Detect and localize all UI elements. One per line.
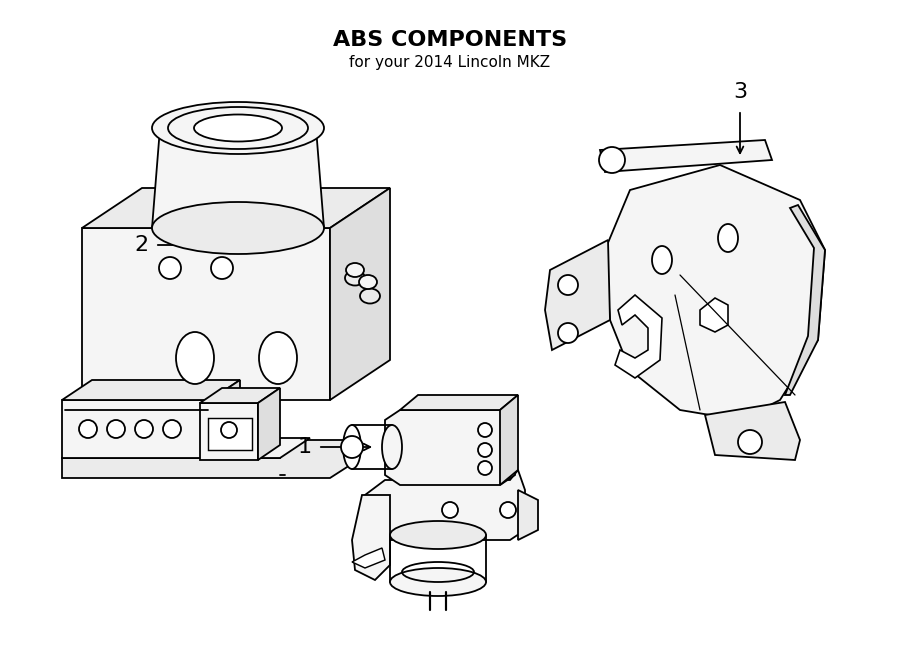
Polygon shape bbox=[200, 388, 280, 403]
Polygon shape bbox=[62, 438, 310, 458]
Ellipse shape bbox=[345, 270, 365, 286]
Polygon shape bbox=[62, 440, 358, 478]
Polygon shape bbox=[258, 388, 280, 460]
Circle shape bbox=[221, 422, 237, 438]
Circle shape bbox=[211, 257, 233, 279]
Polygon shape bbox=[82, 228, 330, 400]
Circle shape bbox=[599, 147, 625, 173]
Polygon shape bbox=[605, 165, 825, 420]
Circle shape bbox=[738, 430, 762, 454]
Text: for your 2014 Lincoln MKZ: for your 2014 Lincoln MKZ bbox=[349, 55, 551, 70]
Polygon shape bbox=[365, 470, 525, 540]
Circle shape bbox=[478, 423, 492, 437]
Circle shape bbox=[107, 420, 125, 438]
Circle shape bbox=[478, 443, 492, 457]
Circle shape bbox=[341, 436, 363, 458]
Circle shape bbox=[478, 461, 492, 475]
Circle shape bbox=[442, 502, 458, 518]
Polygon shape bbox=[545, 240, 610, 350]
Polygon shape bbox=[352, 495, 390, 580]
Text: 1: 1 bbox=[298, 437, 312, 457]
Polygon shape bbox=[385, 410, 515, 485]
Polygon shape bbox=[352, 548, 385, 568]
Polygon shape bbox=[518, 490, 538, 540]
Circle shape bbox=[135, 420, 153, 438]
Polygon shape bbox=[200, 403, 258, 460]
Polygon shape bbox=[62, 400, 210, 458]
Polygon shape bbox=[152, 128, 324, 228]
Circle shape bbox=[500, 502, 516, 518]
Text: ABS COMPONENTS: ABS COMPONENTS bbox=[333, 30, 567, 50]
Text: 2: 2 bbox=[134, 235, 148, 255]
Ellipse shape bbox=[176, 332, 214, 384]
Text: 3: 3 bbox=[733, 82, 747, 102]
Ellipse shape bbox=[360, 288, 380, 303]
Polygon shape bbox=[400, 395, 518, 410]
Ellipse shape bbox=[652, 246, 672, 274]
Circle shape bbox=[159, 257, 181, 279]
Circle shape bbox=[558, 323, 578, 343]
Ellipse shape bbox=[346, 263, 364, 277]
Polygon shape bbox=[600, 140, 772, 172]
Circle shape bbox=[79, 420, 97, 438]
Ellipse shape bbox=[390, 521, 486, 549]
Ellipse shape bbox=[168, 107, 308, 149]
Polygon shape bbox=[210, 380, 240, 458]
Ellipse shape bbox=[194, 114, 282, 141]
Polygon shape bbox=[330, 188, 390, 400]
Ellipse shape bbox=[390, 568, 486, 596]
Ellipse shape bbox=[152, 102, 324, 154]
Ellipse shape bbox=[259, 332, 297, 384]
Circle shape bbox=[163, 420, 181, 438]
Polygon shape bbox=[705, 402, 800, 460]
Ellipse shape bbox=[343, 425, 361, 469]
Polygon shape bbox=[700, 298, 728, 332]
Ellipse shape bbox=[359, 275, 377, 289]
Circle shape bbox=[558, 275, 578, 295]
Ellipse shape bbox=[152, 202, 324, 254]
Polygon shape bbox=[500, 395, 518, 485]
Polygon shape bbox=[82, 188, 390, 228]
Ellipse shape bbox=[718, 224, 738, 252]
Polygon shape bbox=[785, 205, 825, 395]
Ellipse shape bbox=[382, 425, 402, 469]
Polygon shape bbox=[62, 380, 240, 400]
Polygon shape bbox=[208, 418, 252, 450]
Polygon shape bbox=[615, 295, 662, 378]
